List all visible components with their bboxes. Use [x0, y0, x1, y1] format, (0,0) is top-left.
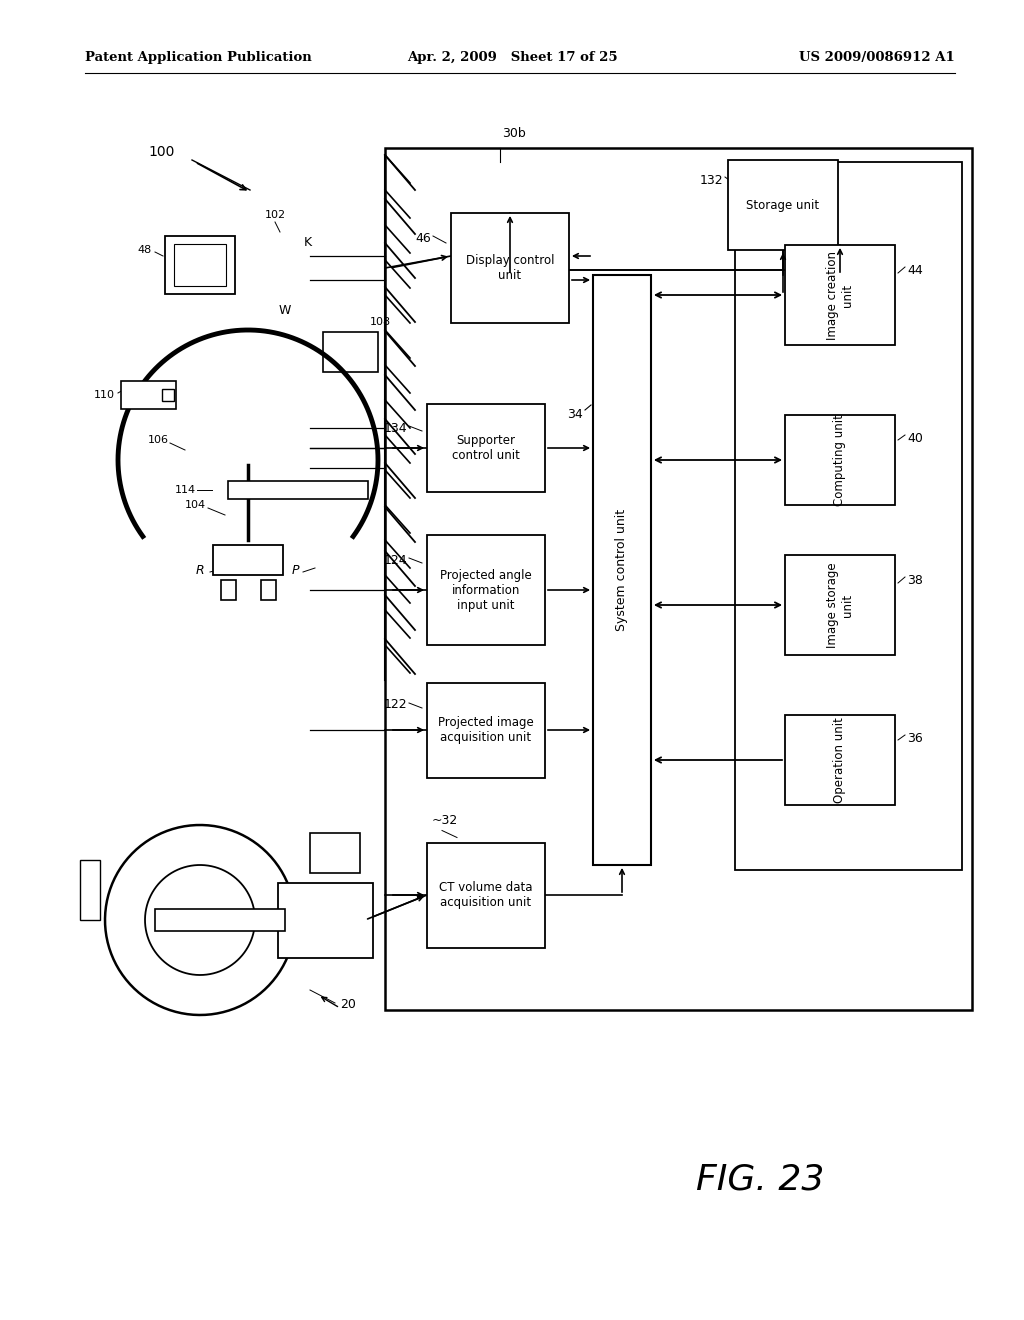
Text: 36: 36: [907, 731, 923, 744]
Bar: [427, 535, 545, 645]
Bar: [735, 162, 962, 870]
Bar: [785, 246, 895, 345]
Text: ~32: ~32: [432, 814, 459, 828]
Bar: [427, 404, 545, 492]
Bar: [427, 842, 545, 948]
Text: 38: 38: [907, 573, 923, 586]
Text: 46: 46: [416, 231, 431, 244]
Bar: [323, 333, 378, 372]
Bar: [593, 275, 651, 865]
Bar: [785, 715, 895, 805]
Text: 132: 132: [699, 173, 723, 186]
Text: Projected angle
information
input unit: Projected angle information input unit: [440, 569, 531, 611]
Bar: [165, 236, 234, 294]
Text: 114: 114: [174, 484, 196, 495]
Text: 102: 102: [264, 210, 286, 220]
Bar: [260, 579, 275, 601]
Text: P: P: [291, 564, 299, 577]
Text: R: R: [196, 564, 205, 577]
Text: Apr. 2, 2009   Sheet 17 of 25: Apr. 2, 2009 Sheet 17 of 25: [407, 51, 617, 65]
Bar: [427, 682, 545, 777]
Text: Storage unit: Storage unit: [746, 198, 819, 211]
Text: Patent Application Publication: Patent Application Publication: [85, 51, 311, 65]
Text: US 2009/0086912 A1: US 2009/0086912 A1: [800, 51, 955, 65]
Bar: [228, 480, 368, 499]
Bar: [310, 833, 360, 873]
Text: 110: 110: [94, 389, 115, 400]
Text: Image storage
unit: Image storage unit: [826, 562, 854, 648]
Text: Computing unit: Computing unit: [834, 414, 847, 506]
Bar: [385, 148, 972, 1010]
Bar: [155, 909, 285, 931]
Bar: [220, 579, 236, 601]
Text: CT volume data
acquisition unit: CT volume data acquisition unit: [439, 880, 532, 909]
Text: 122: 122: [383, 698, 407, 711]
Text: 40: 40: [907, 432, 923, 445]
Bar: [174, 244, 226, 286]
Text: Projected image
acquisition unit: Projected image acquisition unit: [438, 715, 534, 744]
Text: 34: 34: [567, 408, 583, 421]
Text: W: W: [279, 304, 291, 317]
Text: 48: 48: [138, 246, 152, 255]
Text: 134: 134: [383, 421, 407, 434]
Bar: [785, 414, 895, 506]
Text: K: K: [304, 236, 312, 249]
Text: Operation unit: Operation unit: [834, 717, 847, 803]
Bar: [728, 160, 838, 249]
Bar: [80, 861, 100, 920]
Bar: [213, 545, 283, 576]
Text: 44: 44: [907, 264, 923, 276]
Bar: [278, 883, 373, 957]
Text: Display control
unit: Display control unit: [466, 253, 554, 282]
Text: 124: 124: [383, 553, 407, 566]
Bar: [785, 554, 895, 655]
Text: 30b: 30b: [502, 127, 525, 140]
Bar: [451, 213, 569, 323]
Text: Supporter
control unit: Supporter control unit: [452, 434, 520, 462]
Text: 106: 106: [147, 436, 169, 445]
Bar: [121, 381, 175, 409]
Text: Image creation
unit: Image creation unit: [826, 251, 854, 339]
Text: FIG. 23: FIG. 23: [696, 1163, 824, 1197]
Text: 100: 100: [148, 145, 174, 158]
Text: System control unit: System control unit: [615, 510, 629, 631]
Text: 104: 104: [184, 500, 206, 510]
Text: 20: 20: [340, 998, 356, 1011]
Text: 108: 108: [370, 317, 390, 327]
Bar: [162, 389, 174, 401]
